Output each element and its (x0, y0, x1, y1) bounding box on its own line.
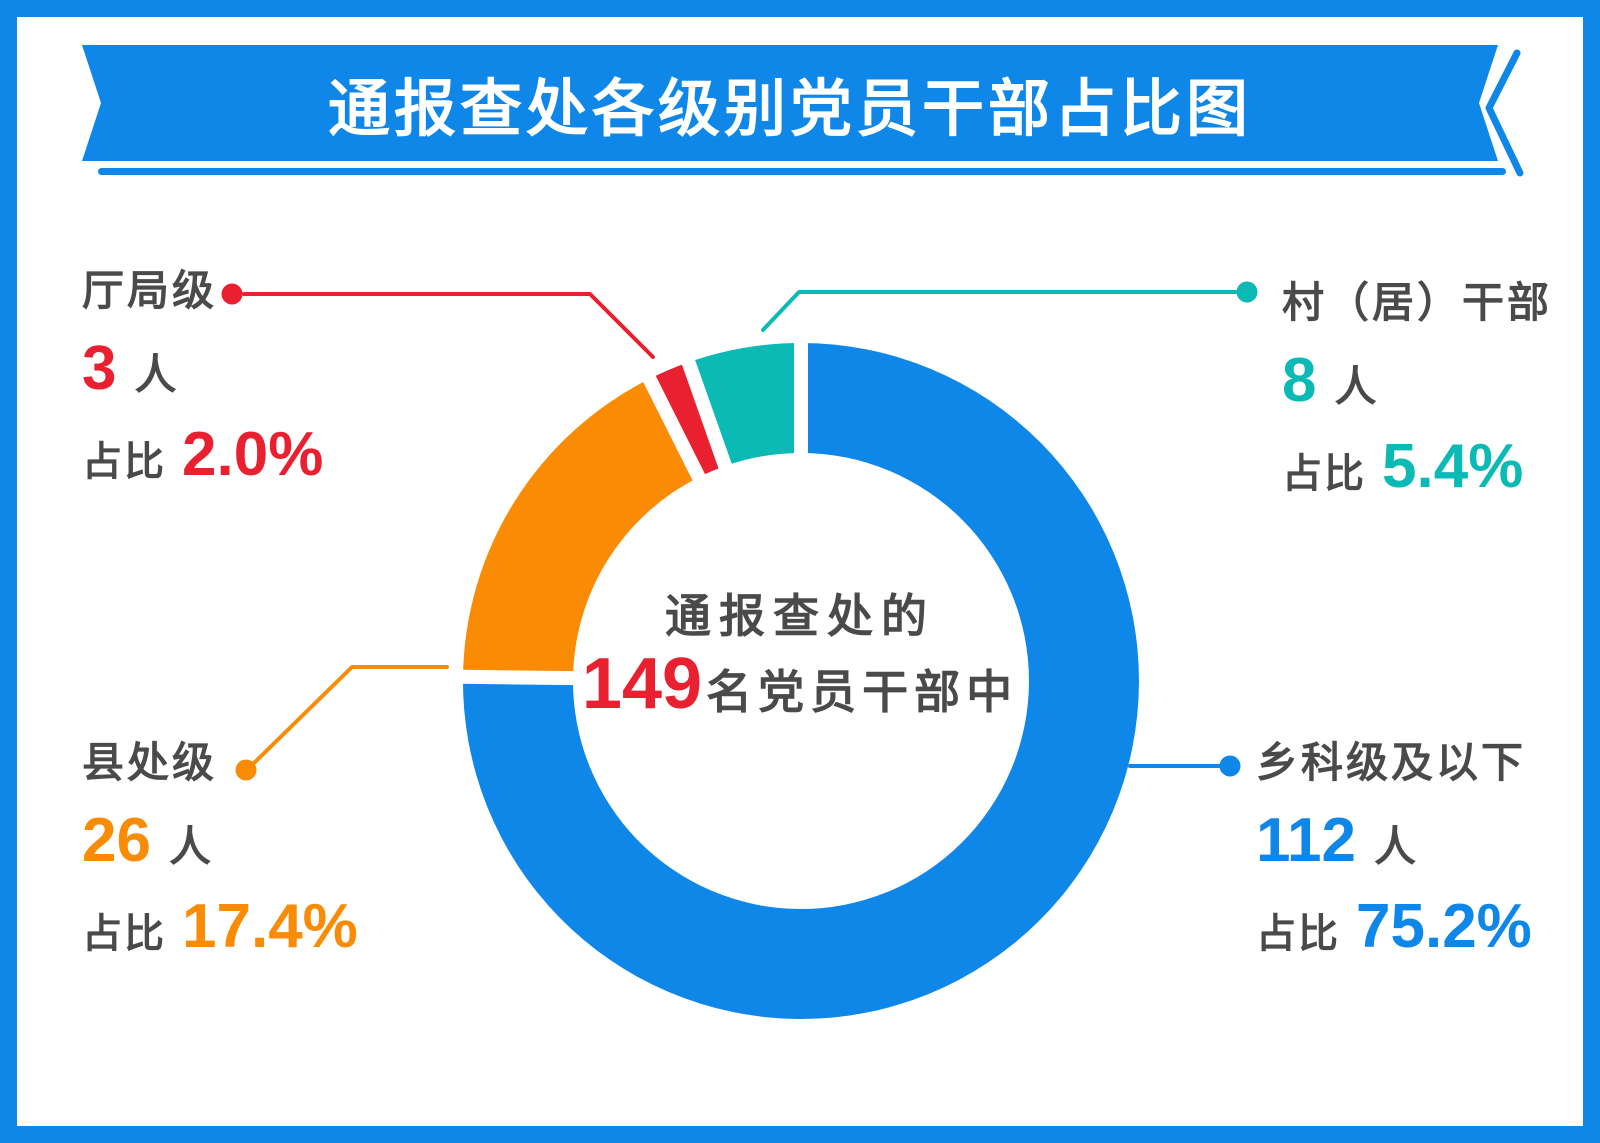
count-unit: 人 (168, 823, 211, 870)
category-label: 乡科级及以下 (1256, 739, 1527, 786)
count-unit: 人 (134, 351, 177, 398)
count-row: 112 人 (1256, 810, 1532, 872)
slice-separator-1 (440, 669, 596, 686)
title-banner-ribbon (82, 45, 1498, 161)
count-value: 3 (82, 334, 117, 403)
donut-slice-township-level-and-below (462, 343, 1139, 1019)
count-value: 112 (1256, 806, 1357, 875)
count-unit: 人 (1374, 823, 1417, 870)
ratio-row: 占比 2.0% (82, 424, 323, 486)
ratio-row: 占比 17.4% (82, 896, 358, 958)
ratio-label: 占比 (1282, 452, 1366, 496)
ratio-label: 占比 (82, 912, 166, 956)
leader-dot-department-bureau-level (221, 283, 243, 305)
category-label: 县处级 (82, 739, 218, 786)
ratio-row: 占比 75.2% (1256, 896, 1532, 958)
center-line1: 通报查处的 (665, 590, 935, 642)
slice-separator-3 (674, 339, 740, 490)
ratio-label: 占比 (1256, 912, 1340, 956)
leader-line-village-resident-cadres (761, 290, 1238, 332)
category-label: 厅局级 (82, 267, 218, 314)
pct-value: 2.0% (182, 420, 324, 489)
banner-chevron-icon (1485, 49, 1524, 177)
center-line2: 149名党员干部中 (0, 648, 1600, 720)
pct-value: 75.2% (1356, 892, 1532, 961)
count-row: 26 人 (82, 810, 358, 872)
count-value: 8 (1282, 346, 1317, 415)
ratio-label: 占比 (82, 440, 166, 484)
ratio-row: 占比 5.4% (1282, 436, 1552, 498)
center-line2-rest: 名党员干部中 (706, 666, 1019, 718)
legend-township-level-and-below: 乡科级及以下 112 人 占比 75.2% (1256, 740, 1532, 958)
banner-underline (98, 168, 1506, 175)
leader-dot-township-level-and-below (1219, 755, 1241, 777)
leader-dot-village-resident-cadres (1236, 281, 1258, 303)
legend-county-level: 县处级 26 人 占比 17.4% (82, 740, 358, 958)
donut-slice-department-bureau-level (649, 362, 726, 478)
count-value: 26 (82, 806, 151, 875)
pct-value: 5.4% (1382, 432, 1524, 501)
count-unit: 人 (1334, 363, 1377, 410)
donut-center-text: 通报查处的 149名党员干部中 (0, 592, 1600, 720)
leader-line-department-bureau-level (242, 292, 655, 359)
donut-slice-county-level (463, 378, 699, 679)
center-total-count: 149 (581, 644, 703, 724)
leader-dot-county-level (235, 759, 257, 781)
pct-value: 17.4% (182, 892, 358, 961)
category-label: 村（居）干部 (1282, 279, 1553, 326)
leader-line-county-level (252, 665, 449, 765)
page-title: 通报查处各级别党员干部占比图 (327, 75, 1252, 144)
slice-separator-2 (633, 356, 715, 501)
